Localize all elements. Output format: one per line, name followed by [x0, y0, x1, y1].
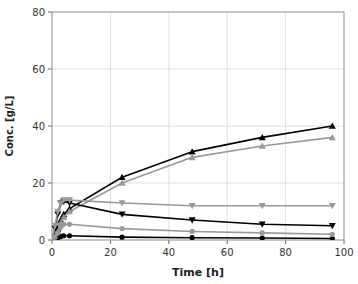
- point: [119, 174, 126, 180]
- tick-x: [168, 240, 169, 244]
- point: [54, 209, 61, 215]
- point: [119, 235, 124, 240]
- tick-x: [110, 240, 111, 244]
- point: [119, 180, 126, 186]
- point: [67, 222, 72, 227]
- point: [60, 197, 67, 203]
- point: [66, 208, 73, 214]
- tick-y: [48, 240, 52, 241]
- line: [52, 200, 332, 240]
- point: [259, 134, 266, 140]
- tick-label-x: 60: [221, 247, 234, 258]
- tick-label-y: 20: [32, 178, 45, 189]
- line: [52, 137, 332, 240]
- tick-label-x: 80: [279, 247, 292, 258]
- point: [60, 214, 67, 220]
- tick-y: [48, 12, 52, 13]
- point: [330, 232, 335, 237]
- point: [329, 223, 336, 229]
- point: [189, 217, 196, 223]
- point: [329, 123, 336, 129]
- series: [52, 134, 336, 240]
- tick-y: [48, 126, 52, 127]
- tick-x: [344, 240, 345, 244]
- grid-line-y: [52, 69, 344, 70]
- point: [190, 235, 195, 240]
- point: [61, 233, 66, 238]
- line: [52, 236, 332, 240]
- y-axis-label: Conc. [g/L]: [4, 96, 15, 157]
- series: [52, 123, 336, 241]
- point: [259, 203, 266, 209]
- tick-label-x: 40: [162, 247, 175, 258]
- point: [189, 203, 196, 209]
- series: [52, 199, 336, 240]
- tick-x: [285, 240, 286, 244]
- plot-frame: [52, 12, 344, 240]
- grid-line-y: [52, 183, 344, 184]
- point: [119, 212, 126, 218]
- line: [52, 224, 332, 240]
- point: [61, 222, 66, 227]
- point: [119, 226, 124, 231]
- tick-label-y: 80: [32, 7, 45, 18]
- point: [55, 230, 60, 235]
- point: [260, 235, 265, 240]
- point: [259, 142, 266, 148]
- tick-x: [227, 240, 228, 244]
- tick-x: [52, 240, 53, 244]
- point: [190, 229, 195, 234]
- plot-area: [52, 123, 336, 241]
- tick-label-y: 60: [32, 64, 45, 75]
- tick-label-y: 0: [39, 235, 45, 246]
- point: [329, 203, 336, 209]
- point: [67, 233, 72, 238]
- background: [0, 0, 358, 284]
- point: [189, 154, 196, 160]
- grid: [52, 12, 344, 240]
- chart: 0 20 40 60 80 100 0 20 40 60 80 Time [h] Conc. [g/L]: [0, 0, 358, 284]
- tick-label-x: 20: [104, 247, 117, 258]
- line: [52, 202, 332, 240]
- grid-line-y: [52, 126, 344, 127]
- tick-label-y: 40: [32, 121, 45, 132]
- tick-y: [48, 69, 52, 70]
- axes: 0 20 40 60 80 100 0 20 40 60 80: [32, 7, 353, 259]
- point: [259, 222, 266, 228]
- point: [52, 235, 57, 240]
- tick-label-x: 0: [49, 247, 55, 258]
- series: [52, 197, 336, 240]
- tick-label-x: 100: [334, 247, 353, 258]
- point: [66, 197, 73, 203]
- point: [52, 223, 58, 229]
- point: [189, 148, 196, 154]
- x-axis-label: Time [h]: [172, 266, 224, 279]
- point: [329, 134, 336, 140]
- series: [52, 222, 335, 240]
- line: [52, 126, 332, 240]
- point: [119, 200, 126, 206]
- tick-y: [48, 183, 52, 184]
- point: [260, 230, 265, 235]
